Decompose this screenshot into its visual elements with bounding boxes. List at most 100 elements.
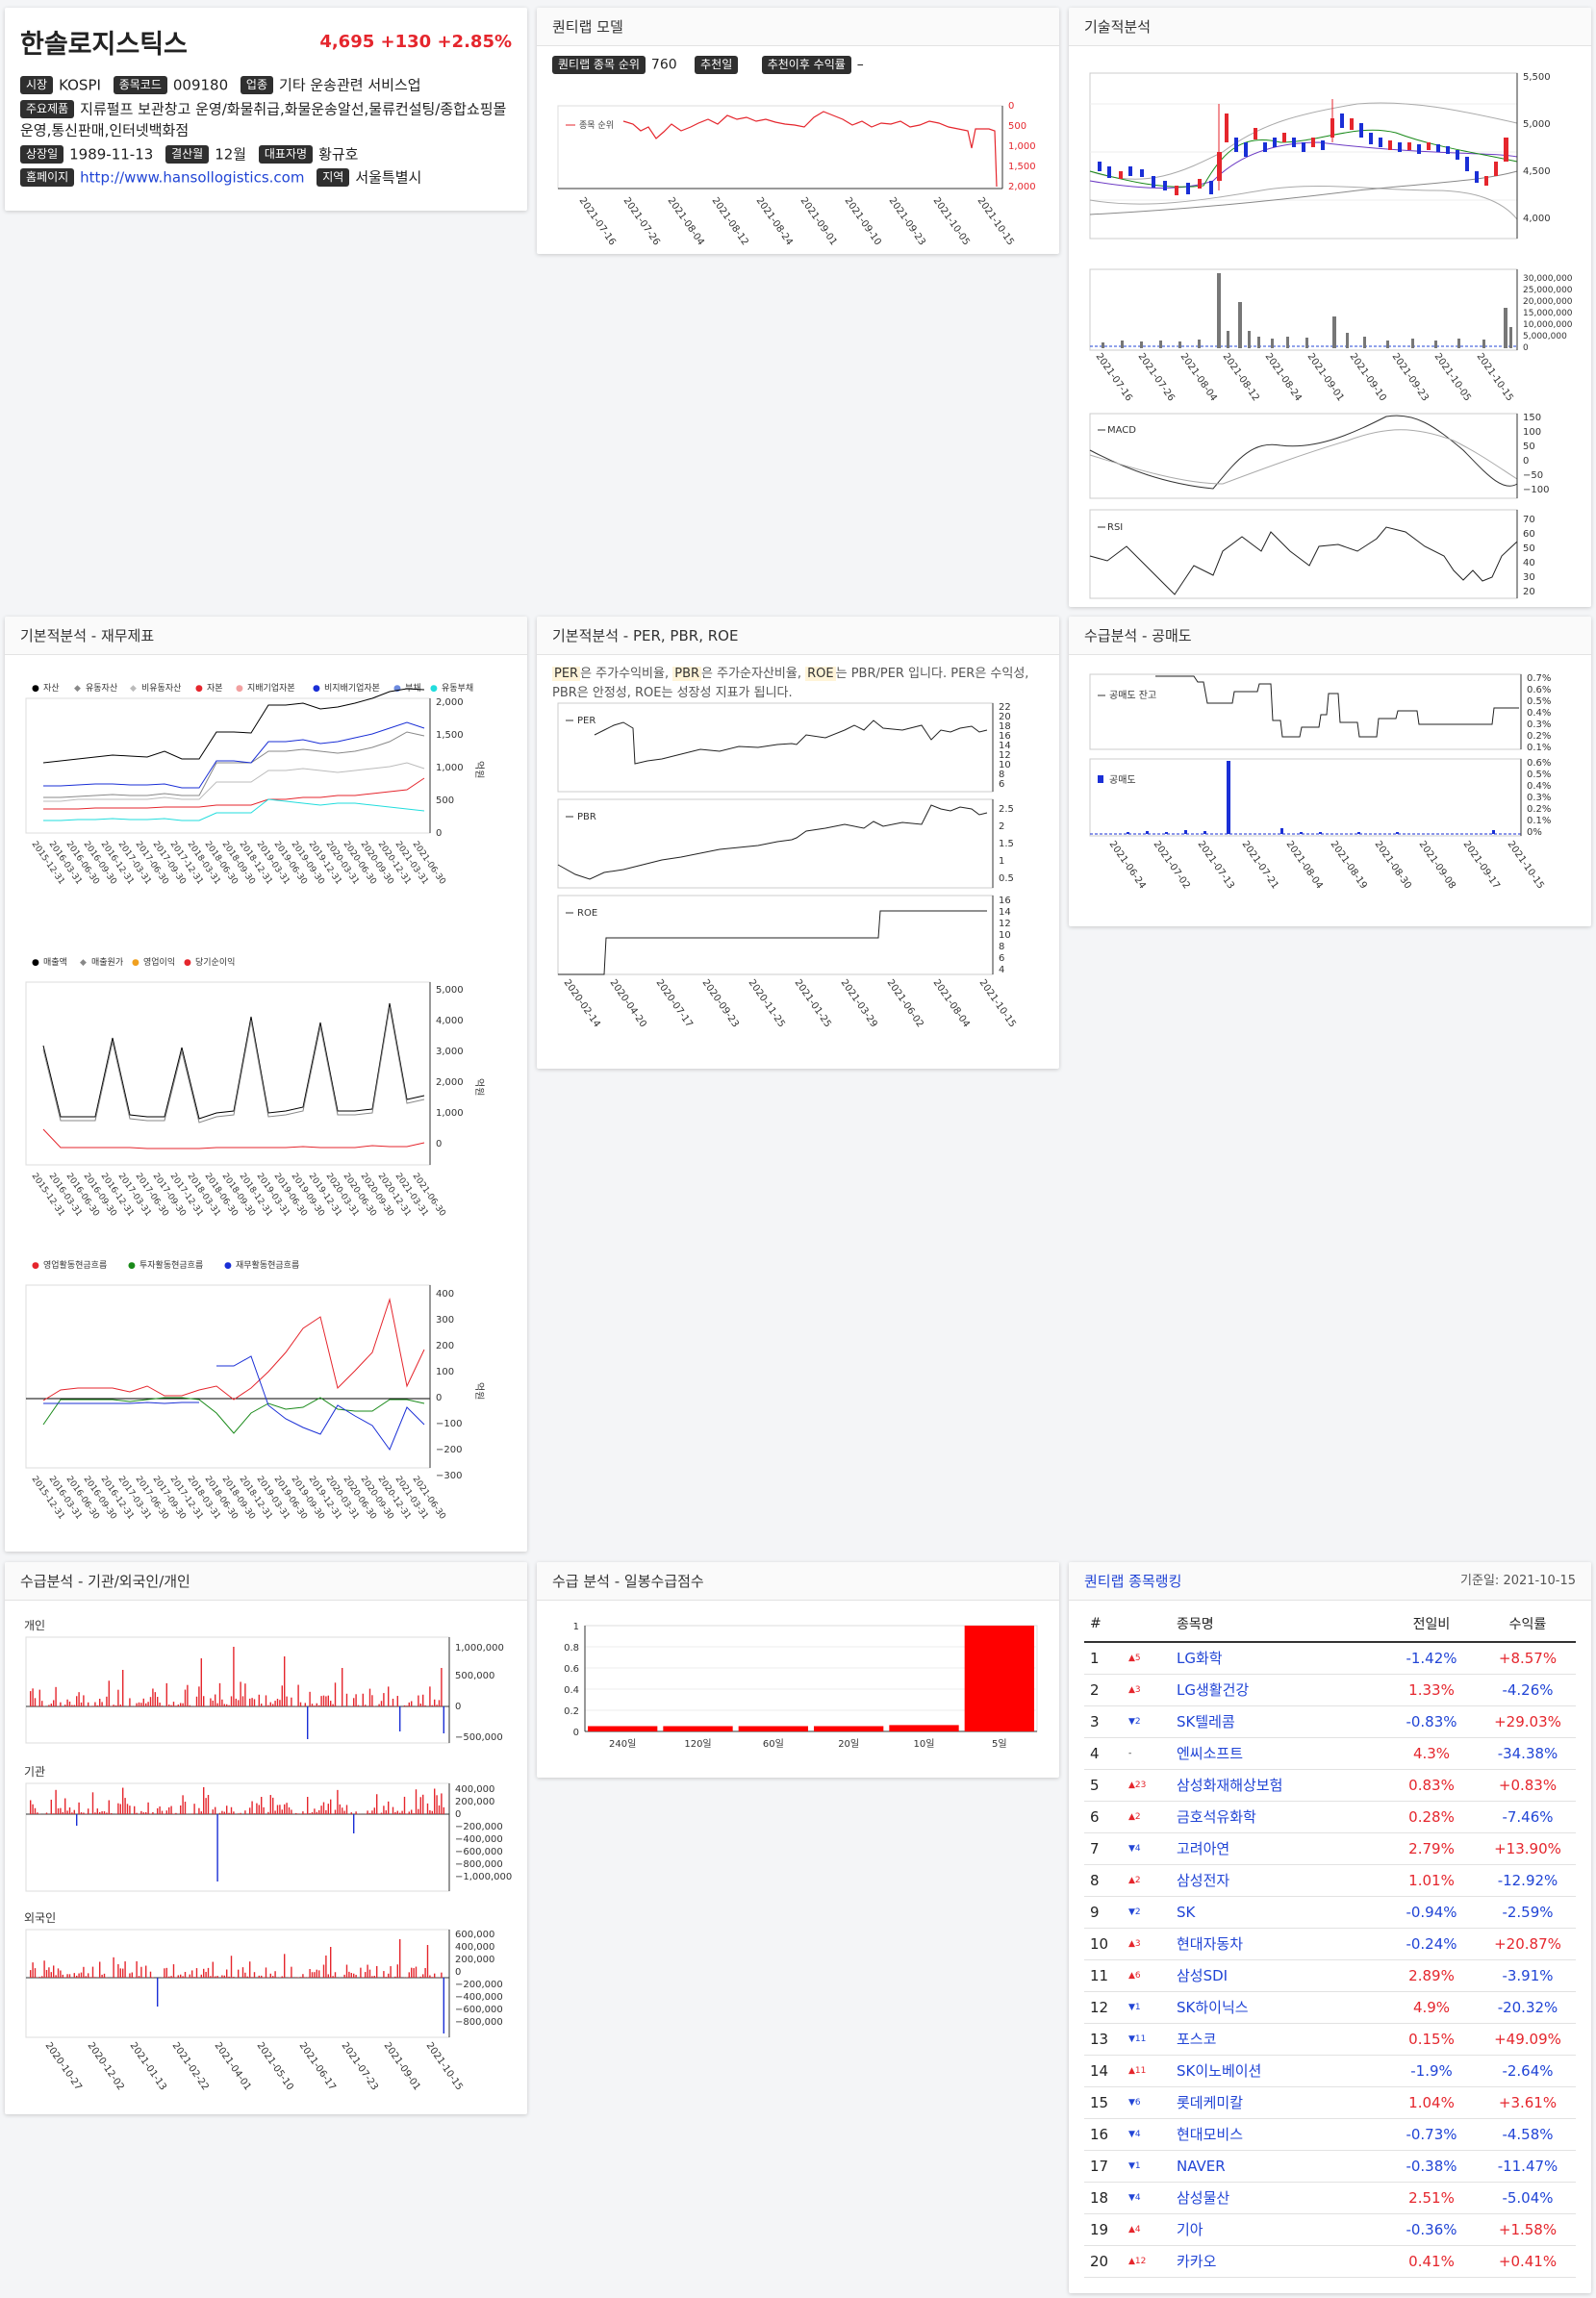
per-tick: 20	[999, 712, 1011, 722]
stock-name-link[interactable]: SK하이닉스	[1171, 1991, 1383, 2024]
flow-bar	[73, 1809, 75, 1814]
flow-bar	[253, 1813, 256, 1814]
stock-name-link[interactable]: 삼성화재해상보험	[1171, 1769, 1383, 1802]
flow-bar	[238, 1969, 240, 1978]
stock-name-link[interactable]: 현대모비스	[1171, 2118, 1383, 2151]
table-row[interactable]: 20 ▲12 카카오 0.41% +0.41%	[1084, 2245, 1576, 2278]
table-row[interactable]: 8 ▲2 삼성전자 1.01% -12.92%	[1084, 1864, 1576, 1897]
flow-bar	[235, 1698, 237, 1706]
table-row[interactable]: 4- 엔씨소프트 4.3% -34.38%	[1084, 1737, 1576, 1770]
table-row[interactable]: 15 ▼6 롯데케미칼 1.04% +3.61%	[1084, 2086, 1576, 2119]
svg-text:◆: ◆	[130, 684, 137, 694]
category-label: 240일	[609, 1738, 636, 1750]
stock-name-link[interactable]: 포스코	[1171, 2023, 1383, 2056]
table-row[interactable]: 11 ▲6 삼성SDI 2.89% -3.91%	[1084, 1959, 1576, 1992]
x-tick: 2021-08-04	[666, 195, 706, 247]
stock-name-link[interactable]: 삼성전자	[1171, 1864, 1383, 1897]
x-tick: 2021-08-24	[1263, 351, 1304, 403]
x-tick: 2021-08-30	[1373, 839, 1413, 891]
stock-name-link[interactable]: 삼성물산	[1171, 2182, 1383, 2214]
table-row[interactable]: 18 ▼4 삼성물산 2.51% -5.04%	[1084, 2182, 1576, 2214]
flow-bar	[263, 1977, 265, 1978]
table-row[interactable]: 19 ▲4 기아 -0.36% +1.58%	[1084, 2213, 1576, 2246]
macd-panel: MACD 150 100 50 0 −50 −100	[1089, 413, 1549, 499]
rank-number: 8	[1084, 1864, 1123, 1897]
stock-name-link[interactable]: 롯데케미칼	[1171, 2086, 1383, 2119]
stock-name-link[interactable]: 금호석유화학	[1171, 1801, 1383, 1833]
table-row[interactable]: 16 ▼4 현대모비스 -0.73% -4.58%	[1084, 2118, 1576, 2151]
flow-bar	[269, 1795, 271, 1814]
table-row[interactable]: 13 ▼11 포스코 0.15% +49.09%	[1084, 2023, 1576, 2056]
flow-bar	[64, 1705, 66, 1706]
stock-price-block: 4,695 +130 +2.85%	[319, 32, 512, 52]
stock-name-link[interactable]: SK텔레콤	[1171, 1705, 1383, 1738]
table-row[interactable]: 17 ▼1 NAVER -0.38% -11.47%	[1084, 2150, 1576, 2183]
return-value: -2.59%	[1480, 1896, 1576, 1929]
x-tick: 2021-10-05	[1432, 351, 1473, 403]
is-tick: 4,000	[436, 1016, 464, 1026]
rsi-tick: 60	[1523, 529, 1535, 540]
stock-name-link[interactable]: SK이노베이션	[1171, 2055, 1383, 2087]
table-row[interactable]: 2 ▲3 LG생활건강 1.33% -4.26%	[1084, 1674, 1576, 1706]
institution-bars	[30, 1787, 444, 1881]
homepage-link[interactable]: http://www.hansollogistics.com	[80, 168, 305, 187]
rank-number: 13	[1084, 2023, 1123, 2056]
bs-tick: 1,000	[436, 763, 464, 773]
info-row-listed: 상장일 1989-11-13 결산월 12월 대표자명 황규호	[20, 143, 512, 165]
flow-bar	[221, 1810, 223, 1814]
table-row[interactable]: 12 ▼1 SK하이닉스 4.9% -20.32%	[1084, 1991, 1576, 2024]
flow-bar	[119, 1705, 121, 1706]
table-row[interactable]: 14 ▲11 SK이노베이션 -1.9% -2.64%	[1084, 2055, 1576, 2087]
stock-name-link[interactable]: 고려아연	[1171, 1832, 1383, 1865]
flow-bar	[302, 1811, 304, 1814]
stock-name-link[interactable]: 엔씨소프트	[1171, 1737, 1383, 1770]
roe-tick: 12	[999, 919, 1011, 929]
return-value: -4.26%	[1480, 1674, 1576, 1706]
score-bar	[814, 1726, 884, 1731]
table-row[interactable]: 5 ▲23 삼성화재해상보험 0.83% +0.83%	[1084, 1769, 1576, 1802]
table-row[interactable]: 6 ▲2 금호석유화학 0.28% -7.46%	[1084, 1801, 1576, 1833]
flow-bar	[182, 1795, 184, 1814]
flow-bar	[64, 1798, 66, 1814]
flow-bar	[203, 1787, 205, 1814]
flow-bar	[307, 1797, 309, 1814]
stock-name-link[interactable]: NAVER	[1171, 2150, 1383, 2183]
flow-bar	[362, 1977, 364, 1978]
flow-bar	[272, 1704, 274, 1706]
rank-change: ▲5	[1123, 1642, 1171, 1675]
flow-bar	[233, 1977, 235, 1978]
stock-name-link[interactable]: 기아	[1171, 2213, 1383, 2246]
individual-label: 개인	[24, 1619, 45, 1632]
table-row[interactable]: 10 ▲3 현대자동차 -0.24% +20.87%	[1084, 1928, 1576, 1960]
table-row[interactable]: 3 ▼2 SK텔레콤 -0.83% +29.03%	[1084, 1705, 1576, 1738]
flow-bar	[41, 1701, 43, 1706]
flow-bar	[240, 1812, 241, 1814]
short-x-axis: 2021-06-24 2021-07-02 2021-07-13 2021-07…	[1107, 839, 1546, 891]
flow-bar	[168, 1976, 170, 1978]
table-row[interactable]: 1 ▲5 LG화학 -1.42% +8.57%	[1084, 1642, 1576, 1675]
card-title[interactable]: 퀀티랩 종목랭킹	[1084, 1573, 1182, 1590]
x-tick: 2021-06-02	[885, 977, 925, 1029]
volume-tick: 15,000,000	[1523, 309, 1573, 318]
pbr-tag: PBR	[672, 667, 702, 681]
flow-bar	[288, 1705, 291, 1706]
stock-name-link[interactable]: LG생활건강	[1171, 1674, 1383, 1706]
stock-name-link[interactable]: 현대자동차	[1171, 1928, 1383, 1960]
stock-name-link[interactable]: LG화학	[1171, 1642, 1383, 1675]
flow-bar	[441, 1668, 443, 1706]
rank-change: ▲3	[1123, 1674, 1171, 1706]
flow-bar	[388, 1973, 390, 1978]
institution-panel: 기관 400,000 200,000 0 −200,000 −400,000 −…	[24, 1765, 512, 1892]
x-tick: 2021-09-23	[1390, 351, 1431, 403]
table-row[interactable]: 7 ▼4 고려아연 2.79% +13.90%	[1084, 1832, 1576, 1865]
stock-name-link[interactable]: SK	[1171, 1896, 1383, 1929]
flow-bar	[165, 1967, 167, 1978]
flow-bar	[83, 1695, 85, 1706]
return-value: -11.47%	[1480, 2150, 1576, 2183]
stock-name-link[interactable]: 카카오	[1171, 2245, 1383, 2278]
stock-name-link[interactable]: 삼성SDI	[1171, 1959, 1383, 1992]
flow-bar	[274, 1971, 276, 1978]
table-row[interactable]: 9 ▼2 SK -0.94% -2.59%	[1084, 1896, 1576, 1929]
rank-value: 760	[650, 57, 677, 73]
flow-bar	[422, 1974, 424, 1978]
